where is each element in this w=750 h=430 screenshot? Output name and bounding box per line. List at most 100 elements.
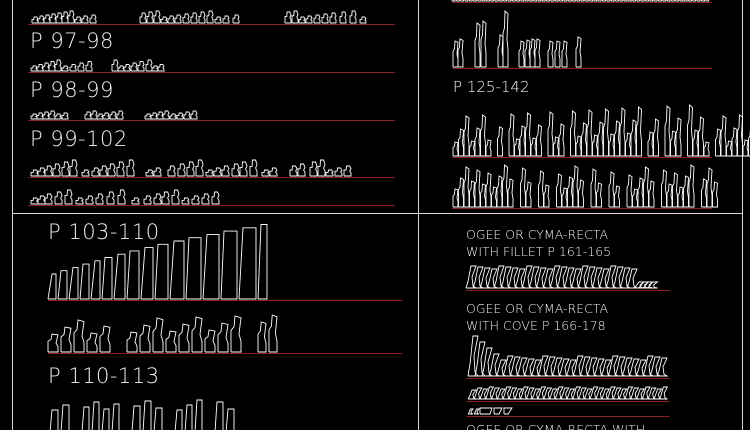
moulding-profile: [44, 193, 53, 205]
moulding-profile: [608, 133, 615, 157]
moulding-profile: [497, 34, 504, 68]
moulding-profile: [54, 59, 62, 72]
moulding-profile: [675, 0, 680, 2]
moulding-profile: [742, 139, 749, 157]
moulding-profile: [452, 188, 459, 208]
moulding-profile: [525, 181, 532, 208]
moulding-profile: [469, 140, 476, 157]
moulding-profile: [553, 136, 559, 157]
moulding-profile: [160, 16, 168, 24]
moulding-profile: [284, 11, 292, 24]
baseline: [452, 68, 712, 69]
moulding-profile: [116, 161, 125, 177]
moulding-profile: [692, 0, 697, 2]
moulding-profile: [190, 12, 198, 24]
moulding-profile: [194, 399, 203, 430]
moulding-profile: [167, 165, 176, 177]
moulding-profile: [49, 13, 57, 24]
label-ogee-fillet-1: OGEE OR CYMA-RECTA: [466, 227, 609, 242]
moulding-profile: [140, 247, 154, 300]
moulding-profile: [502, 9, 509, 68]
moulding-profile: [497, 126, 503, 157]
moulding-profile: [143, 195, 152, 205]
moulding-profile: [31, 16, 39, 24]
moulding-profile: [675, 117, 682, 157]
moulding-profile: [451, 0, 456, 2]
moulding-profile: [249, 159, 258, 177]
moulding-profile: [102, 112, 110, 120]
moulding-profile: [597, 0, 602, 2]
moulding-profile: [191, 195, 200, 205]
moulding-profile: [458, 177, 464, 208]
baseline: [452, 2, 712, 3]
moulding-profile: [452, 141, 459, 157]
moulding-profile: [152, 317, 164, 353]
moulding-profile: [731, 127, 738, 157]
moulding-profile: [49, 409, 59, 430]
moulding-profile: [37, 195, 46, 205]
moulding-profile: [525, 112, 531, 157]
moulding-profile: [460, 0, 465, 2]
moulding-profile: [457, 38, 464, 68]
moulding-profile: [571, 0, 576, 2]
moulding-profile: [619, 0, 624, 2]
moulding-profile: [85, 195, 94, 205]
moulding-profile: [99, 325, 111, 353]
moulding-profile: [468, 0, 473, 2]
moulding-profile: [238, 227, 257, 300]
moulding-profile: [534, 38, 541, 68]
moulding-profile: [142, 400, 152, 430]
moulding-profile: [480, 20, 487, 68]
moulding-profile: [563, 0, 568, 2]
moulding-profile: [161, 191, 170, 205]
moulding-profile: [75, 197, 84, 205]
baseline: [48, 300, 402, 301]
moulding-profile: [84, 111, 92, 120]
moulding-profile: [201, 193, 210, 205]
moulding-profile: [214, 16, 222, 24]
moulding-profile: [520, 0, 525, 2]
moulding-profile: [107, 163, 116, 177]
baseline: [28, 205, 395, 206]
moulding-profile: [95, 193, 104, 205]
moulding-profile: [359, 16, 367, 24]
moulding-profile: [137, 61, 145, 72]
moulding-profile: [614, 185, 620, 208]
moulding-profile: [581, 122, 587, 157]
label-p125-142: P 125-142: [453, 78, 530, 96]
moulding-profile: [546, 0, 551, 2]
moulding-profile: [214, 401, 224, 430]
moulding-profile: [706, 167, 713, 208]
moulding-profile: [672, 172, 678, 208]
moulding-profile: [558, 123, 565, 157]
moulding-profile: [502, 164, 508, 208]
moulding-profile: [584, 0, 589, 2]
moulding-profile: [61, 65, 69, 72]
moulding-profile: [30, 113, 38, 120]
moulding-profile: [139, 324, 151, 353]
moulding-profile: [463, 115, 470, 157]
moulding-profile: [77, 62, 85, 72]
moulding-profile: [554, 40, 561, 68]
moulding-profile: [36, 112, 44, 120]
moulding-profile: [640, 0, 645, 2]
left-border: [12, 0, 13, 430]
moulding-profile: [145, 59, 153, 72]
moulding-profile: [596, 182, 602, 208]
moulding-profile: [664, 105, 671, 157]
moulding-profile: [493, 407, 503, 415]
moulding-profile: [748, 127, 750, 157]
moulding-profile: [610, 0, 615, 2]
label-p110-113: P 110-113: [48, 364, 160, 388]
moulding-profile: [576, 0, 581, 2]
moulding-profile: [61, 11, 69, 24]
moulding-profile: [261, 169, 270, 177]
moulding-profile: [491, 186, 497, 208]
moulding-profile: [145, 169, 154, 177]
moulding-profile: [503, 407, 513, 415]
moulding-profile: [230, 315, 242, 353]
moulding-profile: [30, 65, 38, 72]
label-ogee-fillet-2: WITH FILLET P 161-165: [466, 244, 612, 259]
moulding-profile: [91, 167, 100, 177]
moulding-profile: [625, 132, 631, 157]
